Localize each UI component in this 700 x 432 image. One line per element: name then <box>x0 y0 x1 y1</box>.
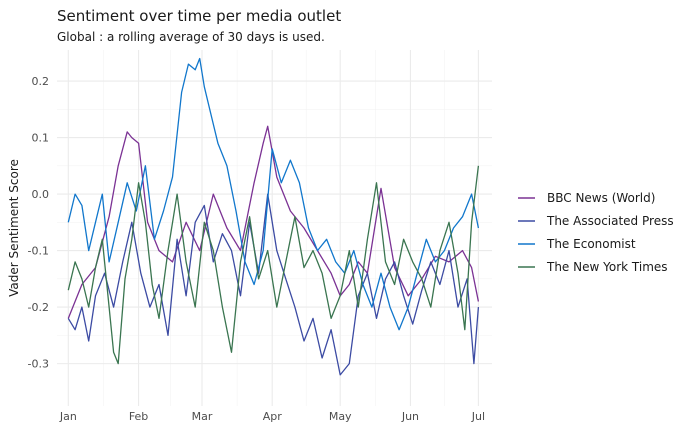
x-tick-label: May <box>329 410 352 423</box>
series-line-1 <box>67 193 480 376</box>
x-tick-label: Jul <box>471 410 485 423</box>
y-tick-label: 0.2 <box>32 75 50 88</box>
chart-title: Sentiment over time per media outlet <box>57 7 341 25</box>
y-tick-label: 0.0 <box>32 188 50 201</box>
legend-label-2: The Economist <box>546 237 636 251</box>
legend-label-1: The Associated Press <box>546 214 674 228</box>
legend: BBC News (World) The Associated Press The … <box>518 191 674 274</box>
y-axis-title: Vader Sentiment Score <box>7 159 21 297</box>
series-line-3 <box>67 165 480 365</box>
series-line-2 <box>67 57 480 331</box>
chart-subtitle: Global : a rolling average of 30 days is… <box>57 30 325 44</box>
series-lines <box>67 57 480 376</box>
gridlines <box>57 50 492 406</box>
x-tick-label: Jun <box>401 410 419 423</box>
legend-label-3: The New York Times <box>546 260 668 274</box>
y-axis-ticks: -0.3 -0.2 -0.1 0.0 0.1 0.2 <box>28 75 49 371</box>
y-tick-label: -0.1 <box>28 245 49 258</box>
x-tick-label: Feb <box>129 410 148 423</box>
y-tick-label: -0.2 <box>28 301 49 314</box>
x-tick-label: Mar <box>192 410 213 423</box>
y-tick-label: 0.1 <box>32 132 50 145</box>
y-tick-label: -0.3 <box>28 358 49 371</box>
x-tick-label: Apr <box>263 410 283 423</box>
x-tick-label: Jan <box>59 410 77 423</box>
series-line-0 <box>67 125 480 319</box>
x-axis-ticks: Jan Feb Mar Apr May Jun Jul <box>59 410 485 423</box>
legend-label-0: BBC News (World) <box>547 191 655 205</box>
